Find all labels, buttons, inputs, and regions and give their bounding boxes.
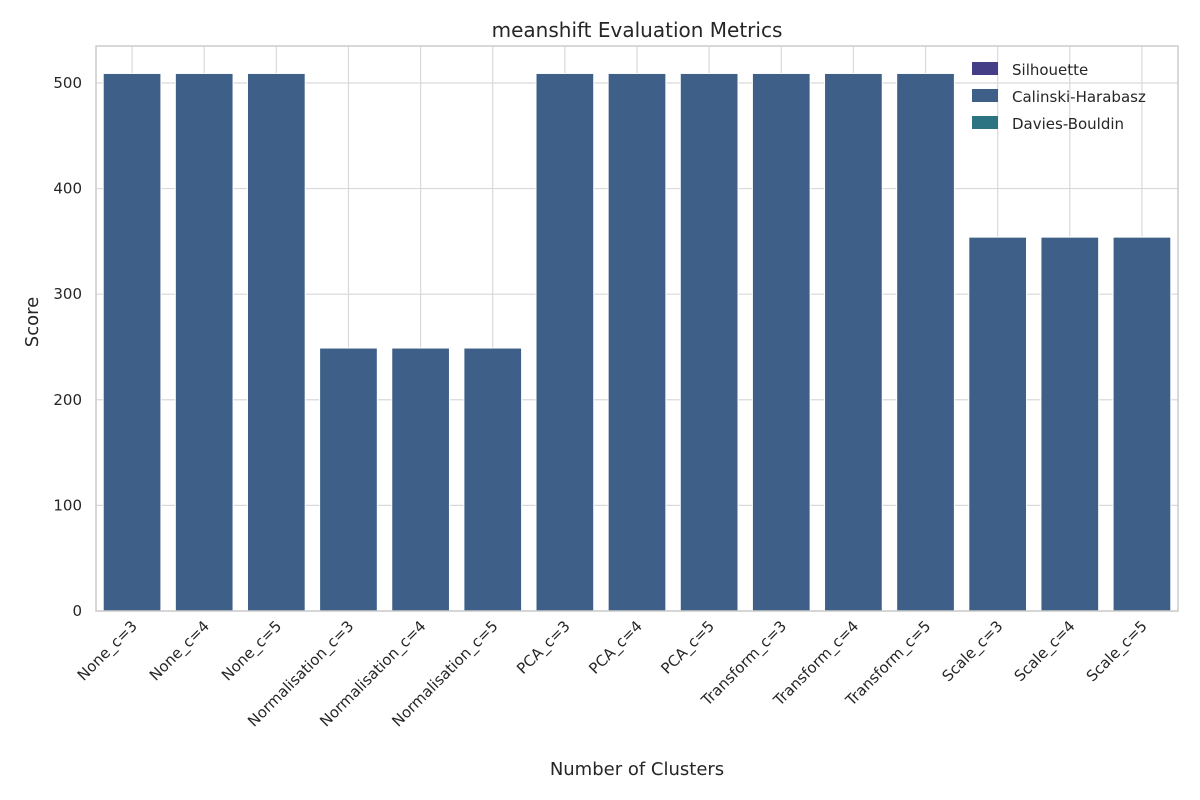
y-tick-label: 400: [53, 180, 82, 198]
bar-calinski-harabasz: [968, 236, 1028, 612]
legend-swatch: [972, 89, 998, 102]
chart-title: meanshift Evaluation Metrics: [492, 18, 783, 42]
bar-calinski-harabasz: [1040, 236, 1100, 612]
legend-label: Davies-Bouldin: [1012, 115, 1124, 133]
y-tick-label: 200: [53, 391, 82, 409]
bar-calinski-harabasz: [679, 72, 739, 612]
y-tick-label: 300: [53, 285, 82, 303]
y-tick-label: 0: [72, 602, 82, 620]
bar-calinski-harabasz: [319, 347, 378, 612]
bar-calinski-harabasz: [102, 72, 162, 612]
y-tick-label: 500: [53, 74, 82, 92]
bar-calinski-harabasz: [535, 72, 595, 612]
x-axis-title: Number of Clusters: [550, 759, 724, 780]
plot-frame: [95, 45, 1179, 612]
bars: [102, 72, 1172, 612]
bar-calinski-harabasz: [246, 72, 306, 612]
bar-calinski-harabasz: [174, 72, 234, 612]
bar-calinski-harabasz: [1112, 236, 1172, 612]
legend-swatch: [972, 62, 998, 75]
legend-label: Silhouette: [1012, 61, 1088, 79]
bar-calinski-harabasz: [824, 72, 883, 612]
legend: Silhouette Calinski-Harabasz Davies-Bouldi…: [972, 61, 1146, 133]
legend-swatch: [972, 116, 998, 129]
y-axis-title: Score: [22, 297, 43, 347]
legend-label: Calinski-Harabasz: [1012, 88, 1146, 106]
bar-calinski-harabasz: [896, 72, 955, 612]
bar-calinski-harabasz: [463, 347, 523, 612]
bar-calinski-harabasz: [607, 72, 667, 612]
y-tick-label: 100: [53, 496, 82, 514]
bar-calinski-harabasz: [751, 72, 811, 612]
bar-calinski-harabasz: [391, 347, 450, 612]
